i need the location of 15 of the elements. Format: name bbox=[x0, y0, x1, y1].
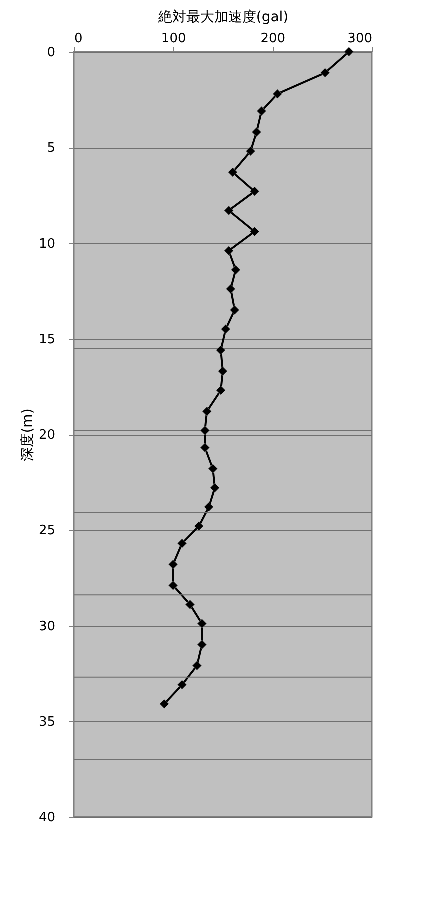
x-tick-label: 200 bbox=[260, 32, 286, 46]
x-tick-label: 100 bbox=[161, 32, 186, 46]
y-axis-title: 深度(m) bbox=[20, 408, 36, 462]
y-tick-label: 20 bbox=[38, 428, 56, 443]
y-tick-label: 15 bbox=[38, 332, 56, 348]
y-tick-label: 40 bbox=[38, 810, 56, 826]
y-tick-label: 5 bbox=[47, 141, 56, 156]
y-tick-label: 0 bbox=[47, 46, 56, 60]
y-tick-label: 35 bbox=[38, 714, 56, 730]
x-tick-label: 0 bbox=[74, 32, 83, 46]
x-axis-title: 絶対最大加速度(gal) bbox=[157, 10, 289, 26]
y-tick-label: 10 bbox=[38, 236, 56, 252]
y-tick-label: 25 bbox=[38, 524, 56, 539]
x-tick-label: 300 bbox=[348, 32, 372, 46]
y-tick-label: 30 bbox=[38, 619, 56, 634]
